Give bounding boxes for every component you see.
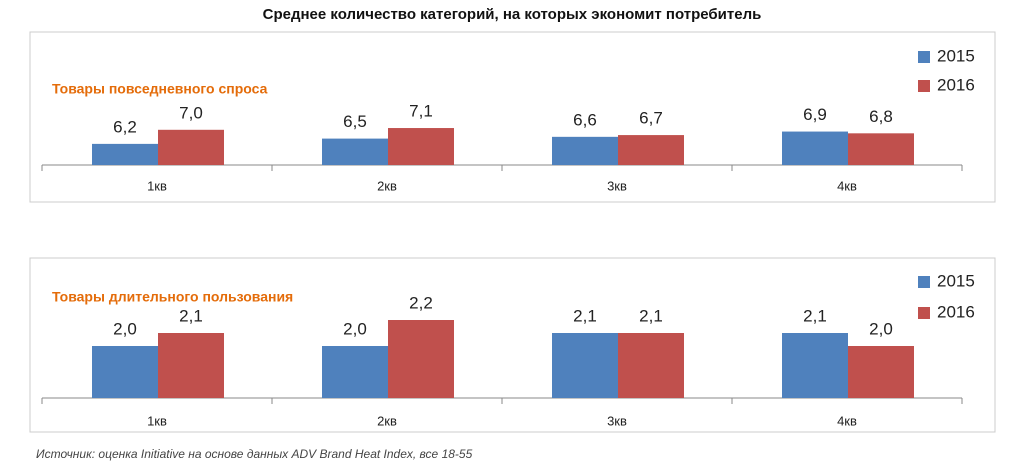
value-label: 6,9 [803,105,827,124]
bar [618,135,684,165]
value-label: 7,0 [179,103,203,122]
value-label: 2,1 [639,306,663,325]
value-label: 2,0 [869,319,893,338]
value-label: 2,0 [113,319,137,338]
legend-label: 2015 [937,46,975,65]
legend-swatch [918,51,930,63]
legend-label: 2016 [937,302,975,321]
x-tick-label: 2кв [377,413,397,428]
legend-swatch [918,80,930,92]
bar [848,346,914,398]
bar [618,333,684,398]
bar [782,333,848,398]
x-tick-label: 4кв [837,178,857,193]
x-tick-label: 1кв [147,178,167,193]
page-title: Среднее количество категорий, на которых… [263,6,762,23]
legend-label: 2015 [937,271,975,290]
x-tick-label: 3кв [607,413,627,428]
value-label: 2,1 [573,306,597,325]
value-label: 2,2 [409,293,433,312]
value-label: 6,7 [639,109,663,128]
bar [388,320,454,398]
bar [848,133,914,165]
value-label: 2,1 [803,306,827,325]
x-tick-label: 2кв [377,178,397,193]
value-label: 6,8 [869,107,893,126]
bar [322,138,388,165]
x-tick-label: 4кв [837,413,857,428]
bar [552,333,618,398]
value-label: 6,2 [113,117,137,136]
source-note: Источник: оценка Initiative на основе да… [36,447,473,461]
bar [322,346,388,398]
bar [388,128,454,165]
value-label: 2,0 [343,319,367,338]
bar [158,129,224,165]
value-label: 7,1 [409,102,433,121]
chart-subtitle: Товары повседневного спроса [52,81,268,97]
chart-frame [29,31,996,203]
legend-label: 2016 [937,75,975,94]
x-tick-label: 1кв [147,413,167,428]
value-label: 6,5 [343,112,367,131]
x-tick-label: 3кв [607,178,627,193]
chart-subtitle: Товары длительного пользования [52,289,293,305]
legend-swatch [918,276,930,288]
value-label: 2,1 [179,306,203,325]
bar [92,143,158,165]
bar [552,136,618,165]
bar [92,346,158,398]
legend-swatch [918,307,930,319]
bar [782,131,848,165]
value-label: 6,6 [573,110,597,129]
bar [158,333,224,398]
